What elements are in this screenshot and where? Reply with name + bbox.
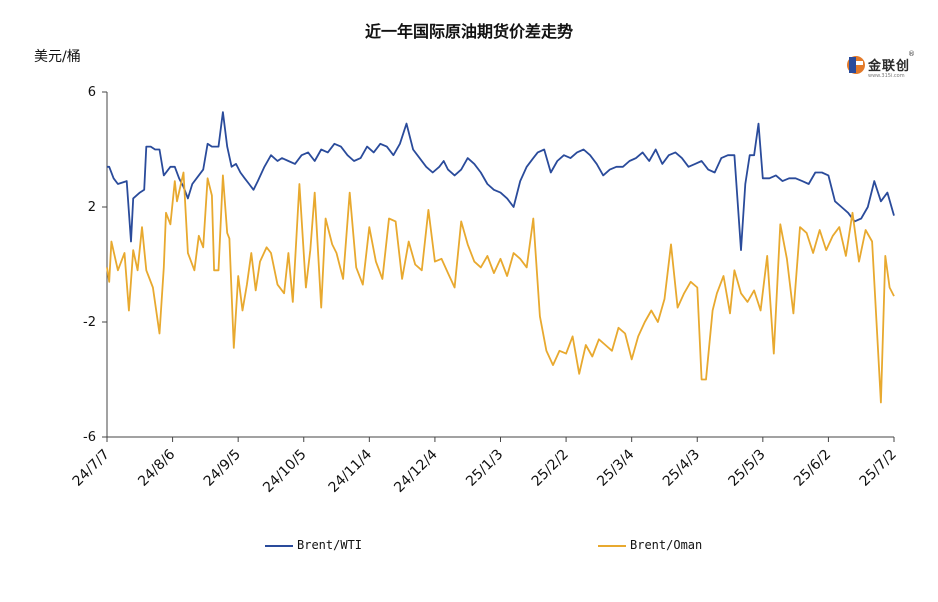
x-tick-label: 24/9/5 (201, 447, 244, 490)
chart-title: 近一年国际原油期货价差走势 (364, 22, 573, 41)
legend-swatch-brent-oman (598, 544, 626, 547)
logo-icon (847, 56, 865, 74)
x-tick-label: 24/10/5 (260, 447, 309, 496)
legend-item-brent-wti: Brent/WTI (265, 538, 362, 552)
x-tick-label: 25/1/3 (463, 447, 506, 490)
x-tick-label: 24/8/6 (135, 446, 178, 489)
y-tick-label: -2 (83, 315, 96, 330)
x-tick-label: 24/7/7 (70, 447, 113, 490)
x-tick-label: 25/4/3 (660, 447, 703, 490)
series-line-brent-wti (107, 111, 895, 252)
y-tick-label: 6 (88, 85, 96, 100)
legend-item-brent-oman: Brent/Oman (598, 538, 702, 552)
y-tick-label: -6 (83, 430, 96, 445)
y-axis-unit-label: 美元/桶 (34, 49, 81, 65)
logo-wordmark: 金联创 (868, 59, 911, 74)
series-line-brent-oman (106, 171, 895, 404)
series-lines (106, 111, 895, 404)
x-tick-label: 25/5/3 (725, 447, 768, 490)
logo-registered-mark: ® (908, 50, 915, 58)
logo-subtext: www.315i.com (868, 73, 905, 79)
x-tick-label: 24/11/4 (326, 446, 376, 496)
x-tick-label: 25/3/4 (594, 446, 637, 489)
brand-logo: 金联创 ® www.315i.com (846, 50, 916, 84)
legend-swatch-brent-wti (265, 544, 293, 547)
legend-label-brent-wti: Brent/WTI (297, 538, 363, 552)
x-tick-label: 24/12/4 (391, 446, 441, 496)
x-tick-label: 25/2/2 (529, 447, 572, 490)
x-tick-label: 25/6/2 (791, 447, 834, 490)
legend-label-brent-oman: Brent/Oman (630, 538, 703, 552)
y-tick-label: 2 (88, 200, 96, 215)
x-tick-label: 25/7/2 (857, 447, 900, 490)
axes: 6 2 -2 -6 24/7/7 24/8/6 24/9/5 24/10/5 24/11/4 24… (70, 85, 900, 496)
